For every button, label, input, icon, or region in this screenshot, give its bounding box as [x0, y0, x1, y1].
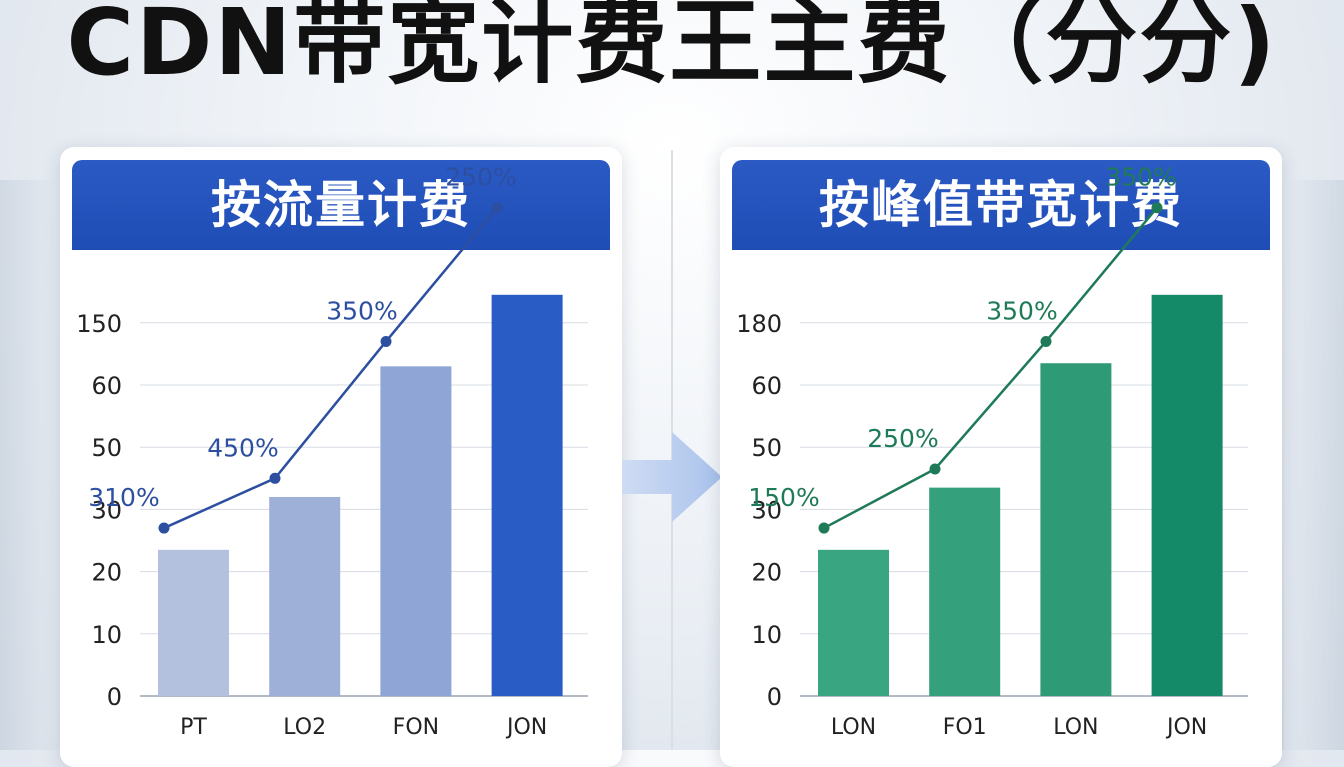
trend-point	[158, 522, 170, 534]
trend-point	[380, 335, 392, 347]
data-label: 250%	[445, 163, 516, 192]
y-tick-label: 50	[91, 434, 122, 462]
data-label: 150%	[748, 483, 819, 512]
data-label: 250%	[867, 424, 938, 453]
data-label: 350%	[986, 296, 1057, 325]
data-label: 310%	[88, 483, 159, 512]
background-wall-left	[0, 180, 60, 750]
background-wall-right	[1284, 180, 1344, 750]
chart-traffic-billing: 0 10 20 30 50 60 150 PT LO2 FON JON 310% 450% 350% 250…	[76, 163, 588, 740]
chart-peak-bandwidth-billing: 0 10 20 30 50 60 180 LON FO1 LON JON 150% 250% 350% 35…	[736, 163, 1248, 740]
y-tick-label: 30	[751, 496, 782, 524]
trend-line	[823, 206, 1158, 530]
y-tick-label: 180	[736, 310, 782, 338]
trend-line	[163, 206, 498, 530]
y-tick-label: 0	[107, 683, 122, 711]
y-tick-label: 60	[91, 372, 122, 400]
y-tick-label: 30	[91, 496, 122, 524]
data-label: 450%	[207, 433, 278, 462]
panel-traffic-billing: 按流量计费 0 10 20 30 50 60 150 PT LO2 FON JON 310% 450% 3…	[60, 147, 622, 767]
panel-title-peak-bandwidth: 按峰值带宽计费	[732, 160, 1270, 250]
y-tick-label: 50	[751, 434, 782, 462]
bar	[380, 366, 452, 696]
trend-point	[1151, 202, 1163, 214]
x-tick-label: PT	[180, 715, 207, 740]
bar	[158, 549, 229, 696]
y-tick-label: 60	[751, 372, 782, 400]
bar	[818, 549, 889, 696]
trend-point	[491, 202, 503, 214]
y-tick-label: 20	[751, 559, 782, 587]
data-label: 350%	[1105, 163, 1176, 192]
bar	[269, 496, 341, 696]
bar	[1151, 294, 1223, 696]
x-tick-label: LON	[831, 715, 876, 740]
data-label: 350%	[326, 296, 397, 325]
trend-point	[818, 522, 830, 534]
x-tick-label: FO1	[943, 715, 987, 740]
bar	[1040, 363, 1112, 696]
y-tick-label: 10	[751, 621, 782, 649]
x-tick-label: LON	[1053, 715, 1098, 740]
y-tick-label: 0	[767, 683, 782, 711]
trend-point	[269, 472, 281, 484]
x-tick-label: LO2	[283, 715, 326, 740]
bar	[491, 294, 563, 696]
bar	[929, 487, 1001, 696]
x-tick-label: FON	[393, 715, 439, 740]
y-tick-label: 20	[91, 559, 122, 587]
page-title: CDN带宽计费王主费（分分)	[66, 0, 1278, 96]
x-tick-label: JON	[505, 715, 547, 740]
y-tick-label: 10	[91, 621, 122, 649]
panel-peak-bandwidth-billing: 按峰值带宽计费 0 10 20 30 50 60 180 LON FO1 LON JON 150% 25…	[720, 147, 1282, 767]
y-tick-label: 150	[76, 310, 122, 338]
x-tick-label: JON	[1165, 715, 1207, 740]
trend-point	[1040, 335, 1052, 347]
trend-point	[929, 463, 941, 475]
arrow-right-icon	[622, 432, 722, 522]
panel-title-traffic: 按流量计费	[72, 160, 610, 250]
